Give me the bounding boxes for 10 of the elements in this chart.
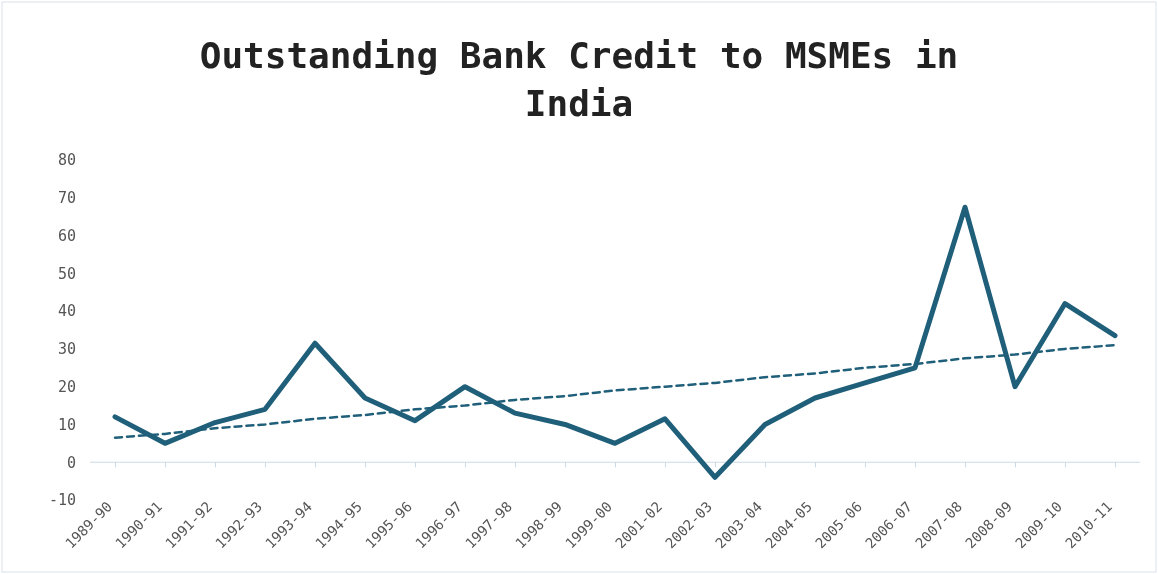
y-tick-label: 70	[57, 189, 76, 208]
y-tick-label: 0	[66, 453, 76, 472]
y-tick-label: 10	[57, 415, 76, 434]
y-tick-label: 20	[57, 377, 76, 396]
y-tick-label: 80	[57, 151, 76, 170]
y-tick-label: 50	[57, 264, 76, 283]
y-tick-label: 60	[57, 226, 76, 245]
chart-title: Outstanding Bank Credit to MSMEs in India	[199, 35, 959, 124]
y-tick-label: 30	[57, 340, 76, 359]
y-tick-label: 40	[57, 302, 76, 321]
